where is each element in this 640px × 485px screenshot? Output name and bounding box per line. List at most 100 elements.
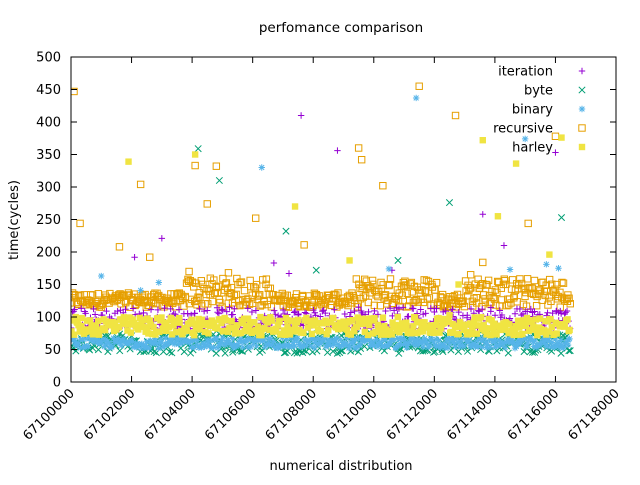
data-point: [325, 327, 332, 334]
data-point: [323, 330, 330, 338]
data-point: [78, 305, 85, 312]
data-point: [461, 277, 470, 285]
data-point: [246, 320, 254, 327]
data-point: [527, 305, 535, 313]
data-point: [150, 323, 157, 331]
data-point: [303, 342, 310, 350]
data-point: [153, 340, 161, 348]
data-point: [455, 308, 462, 316]
data-point: [91, 311, 99, 318]
data-point: [193, 301, 201, 309]
data-point: [101, 326, 109, 334]
data-point: [547, 316, 554, 323]
data-point: [495, 322, 502, 329]
data-point: [456, 343, 464, 351]
data-point: [207, 337, 214, 344]
data-point: [359, 334, 366, 342]
outlier-point: [451, 111, 460, 120]
data-point: [522, 321, 529, 329]
data-point: [450, 340, 458, 347]
data-point: [94, 346, 102, 354]
data-point: [317, 300, 326, 309]
data-point: [385, 280, 394, 289]
data-point: [230, 324, 237, 331]
data-point: [311, 309, 319, 316]
data-point: [170, 322, 177, 329]
data-point: [77, 344, 84, 352]
data-point: [403, 323, 410, 330]
data-point: [238, 338, 246, 346]
data-point: [331, 306, 338, 313]
data-point: [118, 342, 125, 349]
outlier-point: [212, 162, 221, 170]
data-point: [222, 279, 231, 287]
data-point: [472, 293, 481, 302]
data-point: [337, 336, 344, 343]
outlier-point: [346, 257, 353, 264]
data-point: [141, 290, 149, 299]
data-point: [488, 317, 495, 324]
outlier-point: [500, 242, 508, 249]
data-point: [268, 317, 276, 324]
data-point: [230, 291, 239, 300]
data-point: [506, 339, 514, 346]
data-point: [250, 339, 257, 347]
data-point: [71, 331, 78, 338]
data-point: [342, 341, 350, 348]
data-point: [556, 288, 564, 297]
data-point: [504, 349, 512, 357]
data-point: [273, 325, 280, 333]
data-point: [341, 310, 348, 318]
data-point: [517, 279, 526, 288]
outlier-point: [71, 87, 78, 96]
outlier-point: [282, 227, 290, 235]
data-point: [185, 299, 194, 308]
data-point: [556, 344, 563, 351]
data-point: [498, 311, 506, 319]
data-point: [274, 322, 282, 329]
data-point: [445, 318, 453, 326]
data-point: [456, 319, 464, 326]
outlier-point: [98, 272, 105, 280]
data-point: [82, 310, 89, 317]
data-point: [396, 329, 403, 336]
data-point: [484, 341, 491, 348]
data-point: [184, 310, 191, 317]
data-point: [79, 336, 86, 344]
data-point: [566, 335, 573, 343]
data-point: [432, 321, 440, 329]
data-point: [301, 336, 308, 344]
outlier-point: [479, 258, 487, 267]
data-point: [438, 290, 447, 299]
legend-item-harley: harley: [512, 141, 586, 156]
data-point: [270, 338, 277, 345]
data-point: [436, 329, 443, 336]
data-point: [378, 326, 385, 333]
data-point: [257, 313, 264, 321]
data-point: [422, 276, 431, 285]
y-tick-label: 300: [36, 181, 61, 196]
data-point: [432, 336, 440, 343]
data-point: [489, 293, 497, 302]
data-point: [436, 293, 445, 301]
data-point: [453, 335, 461, 342]
data-point: [123, 320, 131, 328]
data-point: [214, 344, 222, 352]
outlier-point: [125, 158, 132, 165]
outlier-point: [445, 199, 454, 207]
data-point: [171, 340, 178, 348]
data-point: [506, 315, 514, 322]
data-point: [523, 275, 532, 283]
data-point: [353, 323, 360, 330]
data-point: [464, 347, 472, 355]
data-point: [381, 322, 388, 330]
data-point: [168, 316, 176, 323]
data-point: [174, 329, 181, 336]
data-point: [284, 316, 291, 324]
data-point: [195, 289, 203, 297]
data-point: [516, 275, 524, 283]
data-point: [183, 327, 190, 334]
data-point: [168, 349, 176, 357]
data-point: [368, 276, 377, 285]
